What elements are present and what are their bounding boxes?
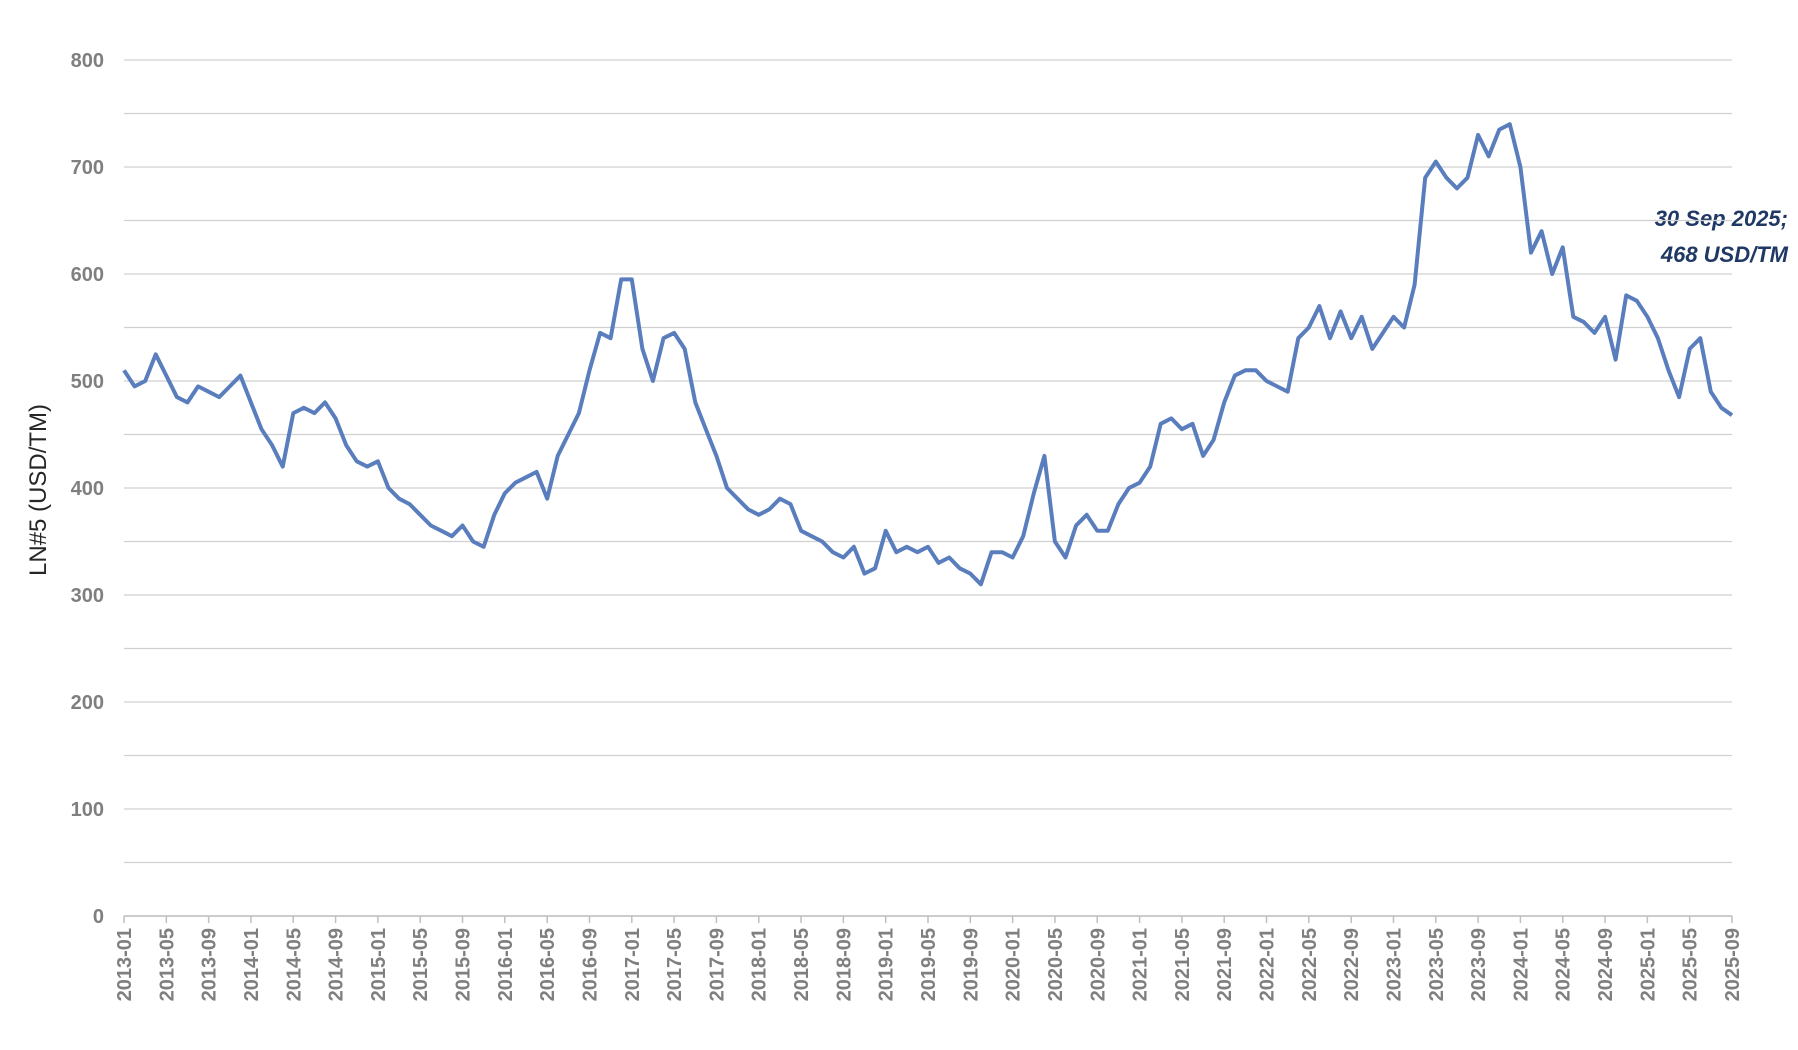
- x-tick-label: 2022-09: [1341, 928, 1363, 1001]
- x-tick-label: 2018-09: [833, 928, 855, 1001]
- annotation: 30 Sep 2025;: [1655, 206, 1788, 231]
- y-tick-label: 400: [71, 478, 104, 500]
- x-tick-label: 2024-09: [1595, 928, 1617, 1001]
- y-tick-label: 100: [71, 799, 104, 821]
- y-tick-label: 300: [71, 585, 104, 607]
- x-tick-label: 2015-05: [410, 928, 432, 1001]
- annotation: 468 USD/TM: [1660, 242, 1789, 267]
- x-tick-label: 2020-05: [1045, 928, 1067, 1001]
- y-tick-label: 0: [93, 906, 104, 928]
- x-tick-label: 2024-01: [1510, 928, 1532, 1001]
- y-tick-label: 600: [71, 264, 104, 286]
- x-tick-label: 2018-01: [749, 928, 771, 1001]
- x-tick-label: 2015-01: [368, 928, 390, 1001]
- x-tick-label: 2014-09: [326, 928, 348, 1001]
- y-axis-label: LN#5 (USD/TM): [25, 404, 52, 576]
- x-tick-label: 2021-01: [1130, 928, 1152, 1001]
- x-tick-label: 2015-09: [453, 928, 475, 1001]
- x-tick-label: 2013-01: [114, 928, 136, 1001]
- x-tick-label: 2022-01: [1257, 928, 1279, 1001]
- x-tick-label: 2023-01: [1383, 928, 1405, 1001]
- price-line: [122, 122, 1734, 587]
- x-tick-label: 2022-05: [1299, 928, 1321, 1001]
- x-tick-label: 2025-01: [1637, 928, 1659, 1001]
- x-tick-label: 2013-09: [199, 928, 221, 1001]
- x-tick-label: 2017-09: [706, 928, 728, 1001]
- x-tick-label: 2024-05: [1553, 928, 1575, 1001]
- x-tick-label: 2019-09: [960, 928, 982, 1001]
- x-tick-label: 2020-09: [1087, 928, 1109, 1001]
- y-tick-label: 500: [71, 371, 104, 393]
- y-tick-label: 200: [71, 692, 104, 714]
- x-tick-label: 2019-05: [918, 928, 940, 1001]
- x-tick-label: 2020-01: [1003, 928, 1025, 1001]
- x-tick-label: 2023-09: [1468, 928, 1490, 1001]
- x-tick-label: 2025-05: [1680, 928, 1702, 1001]
- x-tick-label: 2016-01: [495, 928, 517, 1001]
- x-tick-label: 2017-01: [622, 928, 644, 1001]
- x-tick-label: 2023-05: [1426, 928, 1448, 1001]
- x-tick-label: 2017-05: [664, 928, 686, 1001]
- x-tick-label: 2013-05: [156, 928, 178, 1001]
- x-tick-label: 2021-05: [1172, 928, 1194, 1001]
- x-tick-label: 2025-09: [1722, 928, 1744, 1001]
- x-tick-label: 2021-09: [1214, 928, 1236, 1001]
- x-tick-label: 2016-09: [579, 928, 601, 1001]
- x-tick-label: 2014-01: [241, 928, 263, 1001]
- y-tick-label: 700: [71, 157, 104, 179]
- y-tick-label: 800: [71, 50, 104, 72]
- x-tick-label: 2019-01: [876, 928, 898, 1001]
- x-tick-label: 2018-05: [791, 928, 813, 1001]
- x-tick-label: 2016-05: [537, 928, 559, 1001]
- x-tick-label: 2014-05: [283, 928, 305, 1001]
